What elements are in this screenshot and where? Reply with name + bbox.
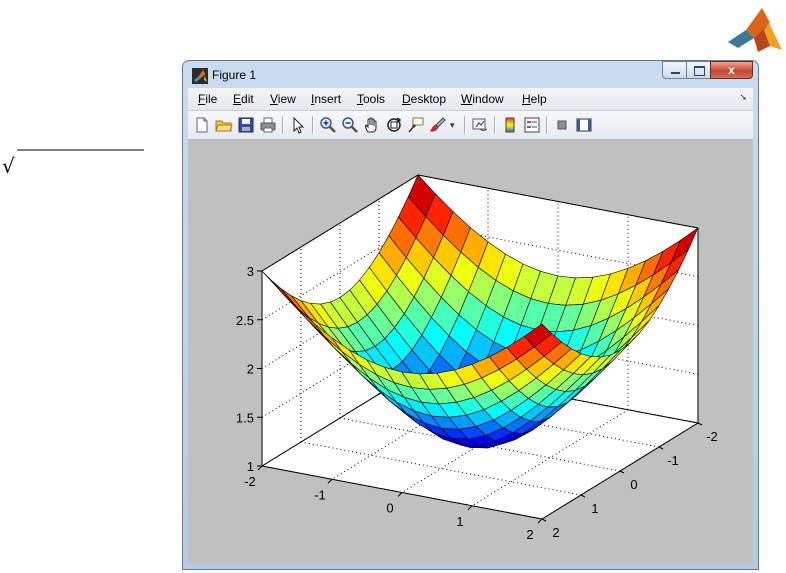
toolbar-separator: [282, 116, 284, 134]
menu-insert[interactable]: Insert: [311, 92, 342, 106]
close-icon: x: [728, 63, 735, 77]
x-tick-mark: [327, 478, 333, 484]
z-tick-label: 2.5: [236, 313, 254, 328]
new-figure-icon[interactable]: [193, 116, 211, 134]
edit-plot-icon[interactable]: [289, 116, 307, 134]
y-tick-label: 1: [591, 501, 598, 516]
y-tick-label: -2: [706, 429, 718, 444]
menu-desktop[interactable]: Desktop: [402, 92, 447, 106]
figure-client-area: File Edit View Insert Tools Desktop Wind…: [188, 88, 753, 564]
brush-dropdown-icon[interactable]: ▾: [450, 120, 455, 130]
square-root-sign: [17, 149, 144, 151]
y-tick-mark: [697, 422, 703, 426]
y-tick-mark: [658, 446, 664, 450]
axis-box-edge: [261, 174, 419, 272]
pan-icon[interactable]: [363, 116, 381, 134]
menu-window[interactable]: Window: [461, 92, 504, 106]
menu-view[interactable]: View: [270, 92, 296, 106]
zoom-out-icon[interactable]: [341, 116, 359, 134]
data-cursor-icon[interactable]: [407, 116, 425, 134]
link-plot-icon[interactable]: [471, 116, 489, 134]
grid-line: [471, 409, 629, 507]
z-tick-label: 3: [247, 264, 254, 279]
menu-edit[interactable]: Edit: [233, 92, 254, 106]
z-tick-label: 1: [247, 459, 254, 474]
y-tick-mark: [541, 518, 547, 522]
plot-area[interactable]: 1 1.5 2 2.5 3 -2 -1 0 1 2 -2 -1 0 1 2: [188, 140, 753, 564]
print-icon[interactable]: [259, 116, 277, 134]
grid-line: [331, 382, 489, 480]
x-tick-label: 1: [456, 514, 463, 529]
open-file-icon[interactable]: [215, 116, 233, 134]
menu-file[interactable]: File: [198, 92, 218, 106]
x-tick-mark: [397, 492, 403, 497]
legend-icon[interactable]: [523, 116, 541, 134]
brush-icon[interactable]: [429, 116, 447, 134]
window-title: Figure 1: [212, 68, 257, 82]
y-tick-label: 2: [552, 525, 559, 540]
surface-face: [524, 323, 553, 348]
x-tick-mark: [467, 505, 473, 511]
save-icon[interactable]: [237, 116, 255, 134]
x-tick-label: 2: [526, 527, 533, 542]
z-tick-label: 1.5: [236, 410, 254, 425]
figure-toolbar: ▾: [188, 111, 753, 140]
maximize-icon: [694, 66, 705, 76]
figure-window: Figure 1 x File Edit View Insert Tools D…: [182, 60, 759, 570]
colorbar-icon[interactable]: [501, 116, 519, 134]
title-bar[interactable]: Figure 1 x: [183, 61, 758, 88]
y-tick-label: 0: [630, 477, 637, 492]
close-button[interactable]: x: [710, 61, 753, 79]
axis-box-edge: [417, 174, 699, 229]
matlab-figure-icon: [192, 68, 208, 84]
x-tick-label: -1: [314, 487, 326, 502]
zoom-in-icon[interactable]: [319, 116, 337, 134]
menu-tools[interactable]: Tools: [357, 92, 386, 106]
maximize-button[interactable]: [686, 61, 711, 79]
toolbar-separator: [546, 116, 548, 134]
z-tick-label: 2: [247, 362, 254, 377]
y-tick-mark: [619, 470, 625, 474]
grid-line: [401, 396, 559, 493]
square-root-glyph: √: [2, 154, 15, 178]
x-tick-mark: [257, 465, 263, 471]
x-tick-label: -2: [244, 474, 256, 489]
toolbar-separator: [494, 116, 496, 134]
toolbar-separator: [312, 116, 314, 134]
y-tick-label: -1: [667, 453, 679, 468]
menu-help[interactable]: Help: [522, 92, 547, 106]
y-tick-mark: [580, 494, 586, 498]
x-tick-mark: [537, 518, 543, 524]
x-tick-label: 0: [386, 501, 393, 516]
menu-bar: File Edit View Insert Tools Desktop Wind…: [188, 88, 753, 111]
hide-plot-tools-icon[interactable]: [553, 116, 571, 134]
minimize-icon: [671, 72, 680, 74]
rotate-3d-icon[interactable]: [385, 116, 403, 134]
surface-plot[interactable]: 1 1.5 2 2.5 3 -2 -1 0 1 2 -2 -1 0 1 2: [188, 140, 753, 564]
dock-figure-icon[interactable]: ➘: [739, 92, 747, 102]
minimize-button[interactable]: [662, 61, 687, 79]
toolbar-separator: [464, 116, 466, 134]
show-plot-tools-icon[interactable]: [575, 116, 593, 134]
matlab-logo-icon: [728, 8, 782, 52]
